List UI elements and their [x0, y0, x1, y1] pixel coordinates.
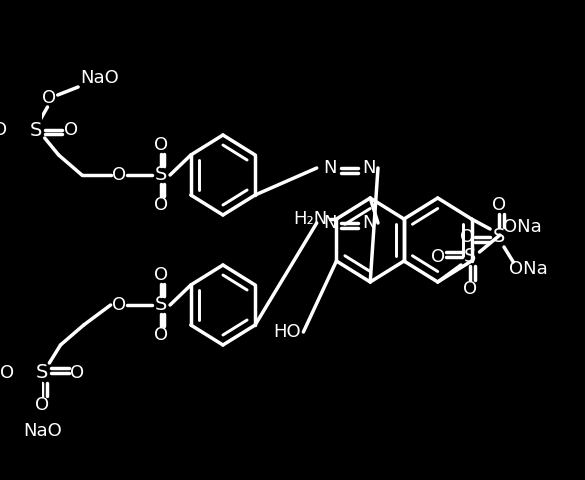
Text: O: O: [0, 121, 7, 139]
Text: HO: HO: [273, 323, 301, 341]
Text: S: S: [154, 166, 167, 184]
Text: O: O: [154, 136, 168, 154]
Text: O: O: [431, 248, 445, 266]
Text: S: S: [464, 248, 476, 266]
Text: O: O: [460, 228, 474, 246]
Text: O: O: [0, 364, 13, 382]
Text: O: O: [154, 326, 168, 344]
Text: NaO: NaO: [23, 422, 62, 440]
Text: O: O: [493, 196, 507, 214]
Text: N: N: [323, 214, 336, 232]
Text: N: N: [362, 214, 376, 232]
Text: O: O: [64, 121, 78, 139]
Text: O: O: [112, 296, 126, 314]
Text: O: O: [112, 166, 126, 184]
Text: N: N: [323, 159, 336, 177]
Text: ONa: ONa: [508, 260, 548, 278]
Text: S: S: [493, 228, 505, 247]
Text: ONa: ONa: [503, 218, 542, 236]
Text: N: N: [362, 159, 376, 177]
Text: S: S: [36, 363, 48, 383]
Text: O: O: [154, 196, 168, 214]
Text: O: O: [463, 280, 477, 298]
Text: O: O: [35, 396, 49, 414]
Text: NaO: NaO: [80, 69, 119, 87]
Text: O: O: [154, 266, 168, 284]
Text: H₂N: H₂N: [293, 210, 327, 228]
Text: O: O: [42, 89, 56, 107]
Text: S: S: [154, 296, 167, 314]
Text: O: O: [70, 364, 84, 382]
Text: S: S: [29, 120, 42, 140]
